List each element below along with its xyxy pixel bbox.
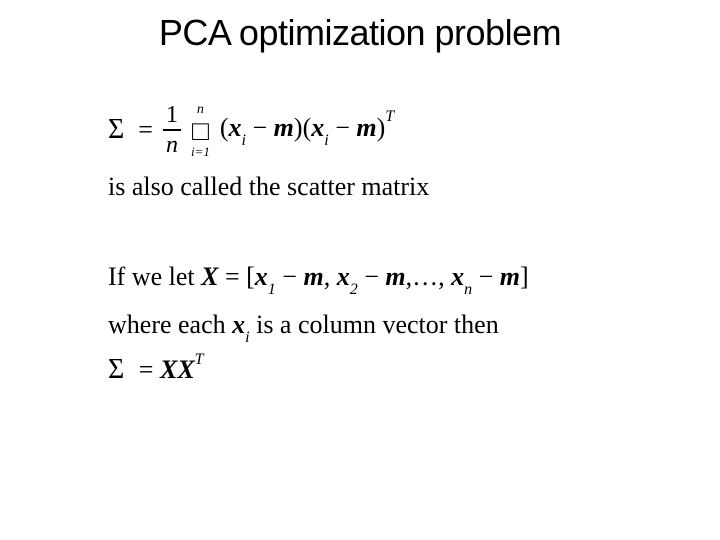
transpose-T: T [385,108,394,125]
scatter-matrix-text: is also called the scatter matrix [108,172,660,202]
sub-2: 2 [350,281,358,298]
paren-close-2: ) [377,113,386,142]
close-bracket: ] [520,262,529,291]
sigma-symbol: Σ [108,114,124,146]
minus-1: − [276,262,304,291]
minus-op-2: − [329,113,357,142]
xi: x [232,310,245,339]
m-n: m [500,262,520,291]
m-2: m [385,262,405,291]
summation-block: n □ i=1 [191,103,210,158]
minus-n: − [472,262,500,291]
sum-symbol: □ [192,117,209,145]
minus-2: − [358,262,386,291]
big-X: X [201,262,218,291]
sub-n: n [464,281,472,298]
suffix-text: is a column vector then [250,310,499,339]
let-X-definition: If we let X = [x1 − m, x2 − m,…, xn − m] [108,262,660,296]
equals-sign: = [138,115,153,145]
m-var: m [274,113,294,142]
where-prefix: where each [108,310,232,339]
comma-1: , [324,262,337,291]
x-var: x [229,113,242,142]
transpose-T-2: T [195,351,204,368]
X-2: X [177,355,194,384]
sigma-2: Σ [108,354,124,385]
fraction-denominator: n [166,131,178,157]
m-1: m [303,262,323,291]
column-vector-text: where each xi is a column vector then [108,310,660,344]
eq-bracket: = [ [218,262,254,291]
term-1: (xi − m)(xi − m)T [220,113,394,147]
sum-lower-limit: i=1 [191,145,210,158]
fraction-one-over-n: 1 n [163,103,181,157]
sub-1: 1 [268,281,276,298]
spacer [108,212,660,262]
dots: ,…, [406,262,452,291]
slide-content: Σ = 1 n n □ i=1 (xi − m)(xi − m)T is als… [0,102,720,386]
paren-open-2: ( [303,113,312,142]
paren-close: ) [294,113,303,142]
x2: x [337,262,350,291]
fraction-numerator: 1 [166,103,178,129]
paren-open: ( [220,113,229,142]
sub-i-line4: i [245,329,249,346]
eq-sign-2: = [132,355,160,384]
subscript-i-2: i [324,132,328,149]
slide: PCA optimization problem Σ = 1 n n □ i=1… [0,0,720,540]
equation-sigma-definition: Σ = 1 n n □ i=1 (xi − m)(xi − m)T [108,102,660,158]
X-1: X [160,355,177,384]
sigma-xxt: Σ = XXT [108,354,660,386]
minus-op: − [246,113,274,142]
subscript-i: i [242,132,246,149]
x1: x [255,262,268,291]
m-var-2: m [356,113,376,142]
xn: x [451,262,464,291]
prefix-text: If we let [108,262,201,291]
x-var-2: x [311,113,324,142]
slide-title: PCA optimization problem [0,12,720,54]
